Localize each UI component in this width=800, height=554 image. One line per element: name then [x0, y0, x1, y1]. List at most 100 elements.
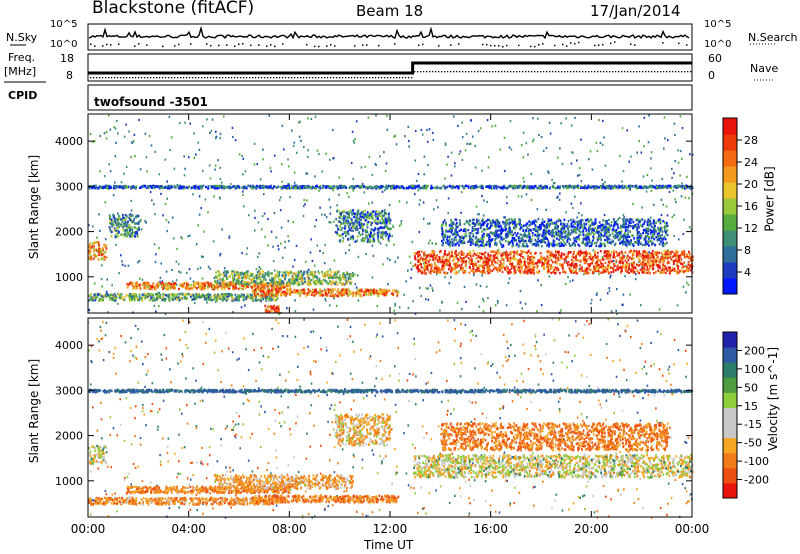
data-cell [366, 216, 368, 219]
nsearch-dot [662, 42, 664, 44]
data-cell [200, 288, 203, 291]
data-cell [336, 290, 339, 294]
noise-cell [162, 214, 164, 217]
data-cell [216, 276, 218, 279]
nave-dot [168, 77, 170, 79]
data-cell [295, 272, 297, 275]
data-cell [98, 248, 100, 251]
data-cell [434, 263, 436, 266]
data-cell [547, 259, 550, 263]
noise-cell [172, 280, 174, 283]
data-cell [475, 253, 478, 257]
data-cell [190, 283, 193, 287]
noise-cell [427, 222, 429, 225]
noise-cell [664, 137, 666, 140]
nave-dot [486, 71, 488, 73]
nave-dot [477, 71, 479, 73]
data-cell [534, 233, 536, 237]
data-cell [690, 256, 692, 259]
data-cell [444, 263, 447, 266]
data-cell [276, 274, 278, 278]
noise-cell [589, 150, 592, 153]
data-cell [451, 259, 454, 262]
data-cell [273, 304, 276, 308]
data-cell [178, 287, 180, 291]
data-cell [320, 293, 323, 296]
noise-cell [433, 208, 435, 211]
data-cell [199, 286, 201, 289]
nave-dot [300, 77, 302, 79]
data-cell [432, 249, 435, 253]
data-cell [675, 270, 678, 273]
noise-cell [572, 279, 574, 282]
nsearch-dot [190, 43, 192, 45]
data-cell [630, 268, 633, 271]
nave-dot [567, 71, 569, 73]
data-cell [383, 209, 386, 212]
noise-cell [547, 170, 549, 173]
data-cell [110, 293, 113, 296]
noise-cell [570, 162, 573, 165]
data-cell [678, 270, 681, 273]
data-cell [431, 250, 434, 253]
data-cell [264, 274, 266, 278]
data-cell [483, 266, 486, 270]
data-cell [161, 284, 164, 287]
data-cell [533, 222, 536, 225]
noise-cell [273, 154, 276, 157]
noise-cell [638, 234, 641, 237]
data-cell [244, 272, 246, 275]
data-cell [569, 270, 572, 273]
data-cell [666, 229, 669, 232]
data-cell [597, 265, 599, 268]
nave-dot [594, 71, 596, 73]
noise-cell [446, 263, 449, 266]
noise-cell [221, 228, 223, 231]
noise-cell [281, 256, 284, 259]
data-cell [151, 293, 153, 296]
data-cell [528, 263, 531, 267]
data-cell [596, 255, 599, 258]
noise-cell [315, 219, 318, 222]
noise-cell [258, 252, 261, 255]
noise-cell [163, 287, 166, 290]
data-cell [174, 287, 177, 290]
data-cell [383, 210, 386, 213]
data-cell [329, 273, 332, 276]
data-cell [367, 238, 369, 241]
data-cell [418, 261, 421, 265]
data-cell [604, 250, 606, 253]
data-cell [552, 253, 555, 257]
data-cell [446, 253, 449, 257]
data-cell [507, 257, 509, 261]
data-cell [661, 268, 663, 271]
data-cell [356, 239, 358, 242]
data-cell [218, 294, 221, 298]
data-cell [513, 250, 515, 254]
data-cell [299, 294, 301, 297]
data-cell [420, 271, 423, 274]
data-cell [614, 242, 617, 245]
data-cell [646, 261, 649, 264]
data-cell [268, 289, 271, 293]
data-cell [546, 250, 549, 254]
data-cell [583, 257, 586, 261]
noise-cell [160, 192, 162, 195]
data-cell [544, 261, 546, 264]
data-cell [335, 217, 338, 221]
data-cell [100, 294, 103, 298]
data-cell [491, 260, 493, 263]
data-cell [681, 266, 684, 270]
noise-cell [609, 274, 612, 277]
nave-dot [129, 77, 131, 79]
data-cell [259, 294, 262, 297]
noise-cell [473, 274, 475, 277]
data-cell [501, 253, 504, 256]
top-panels [4, 23, 776, 111]
data-cell [97, 251, 100, 254]
data-cell [554, 271, 557, 275]
data-cell [120, 293, 122, 296]
data-cell [593, 266, 596, 269]
data-cell [223, 287, 226, 291]
nave-dot [690, 71, 692, 73]
